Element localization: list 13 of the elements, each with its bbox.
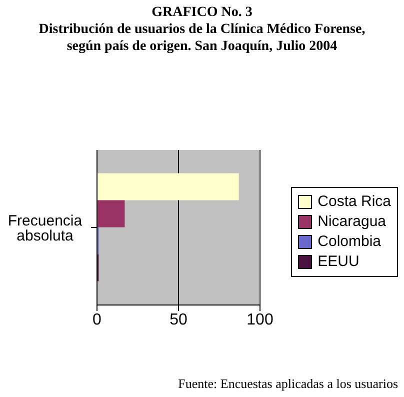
bar — [97, 173, 239, 200]
legend-label: Colombia — [318, 232, 382, 252]
legend-label: Costa Rica — [318, 192, 391, 212]
legend-label: Nicaragua — [318, 212, 386, 232]
y-tick-label: Frecuencia absoluta — [8, 212, 83, 244]
x-tick-label: 100 — [246, 311, 274, 328]
legend-label: EEUU — [318, 252, 360, 272]
chart-title: GRAFICO No. 3 — [150, 4, 254, 21]
source-note: Fuente: Encuestas aplicadas a los usuarios — [178, 376, 398, 392]
x-tick-label: 50 — [170, 311, 188, 328]
bar — [97, 200, 125, 228]
x-tick-label: 0 — [92, 311, 102, 328]
chart-subtitle: Distribución de usuarios de la Clínica Médico Forense, según país de origen. San Joaquín, Julio 2004 — [38, 21, 366, 55]
